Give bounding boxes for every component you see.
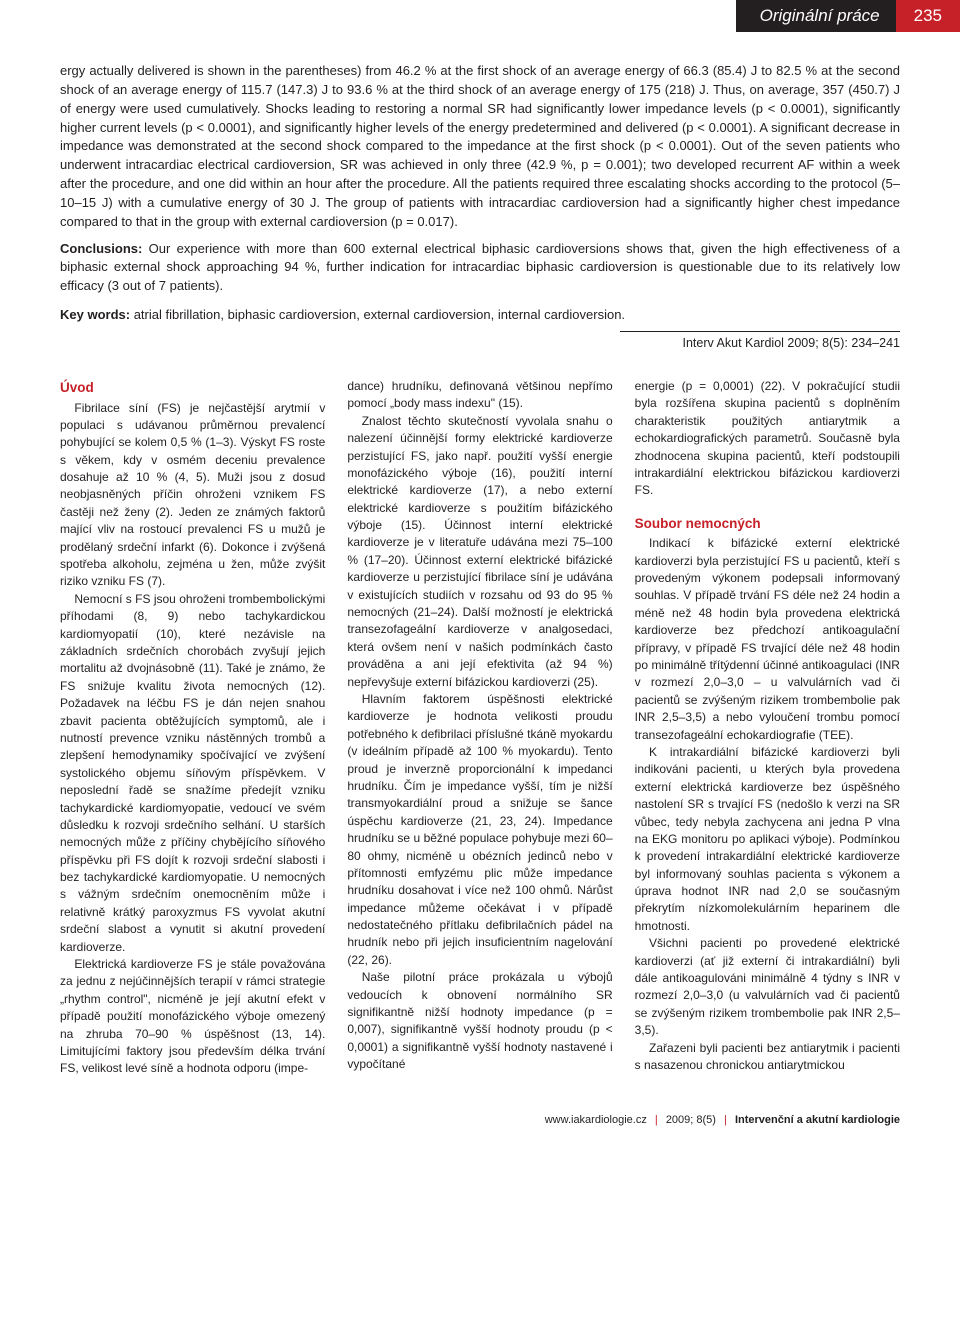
- conclusions-text: Our experience with more than 600 extern…: [60, 241, 900, 294]
- abstract-body: ergy actually delivered is shown in the …: [60, 62, 900, 232]
- footer-sep-1: |: [655, 1114, 658, 1126]
- col3-p5: Zařazeni byli pacienti bez antiarytmik i…: [635, 1040, 900, 1075]
- col3-p1: energie (p = 0,0001) (22). V pokračující…: [635, 378, 900, 500]
- abstract-conclusions: Conclusions: Our experience with more th…: [60, 240, 900, 297]
- citation: Interv Akut Kardiol 2009; 8(5): 234–241: [60, 336, 900, 350]
- page-header: Originální práce 235: [60, 0, 960, 32]
- conclusions-label: Conclusions:: [60, 241, 142, 256]
- col2-p1: dance) hrudníku, definovaná většinou nep…: [347, 378, 612, 413]
- page-number: 235: [896, 0, 960, 32]
- keywords-text: atrial fibrillation, biphasic cardiovers…: [130, 307, 625, 322]
- col1-p3: Elektrická kardioverze FS je stále považ…: [60, 956, 325, 1078]
- section-heading-subjects: Soubor nemocných: [635, 514, 900, 534]
- col3-p4: Všichni pacienti po provedené elektrické…: [635, 935, 900, 1039]
- body-columns: Úvod Fibrilace síní (FS) je nejčastější …: [60, 378, 900, 1078]
- footer-journal: Intervenční a akutní kardiologie: [735, 1114, 900, 1126]
- section-heading-intro: Úvod: [60, 378, 325, 398]
- keywords-line: Key words: atrial fibrillation, biphasic…: [60, 306, 900, 325]
- column-3: energie (p = 0,0001) (22). V pokračující…: [635, 378, 900, 1078]
- col1-p1: Fibrilace síní (FS) je nejčastější arytm…: [60, 400, 325, 591]
- col3-p3: K intrakardiální bifázické kardioverzi b…: [635, 744, 900, 935]
- col2-p3: Hlavním faktorem úspěšnosti elektrické k…: [347, 691, 612, 969]
- col1-p2: Nemocní s FS jsou ohroženi trombembolick…: [60, 591, 325, 956]
- citation-rule: [620, 331, 900, 332]
- keywords-label: Key words:: [60, 307, 130, 322]
- col2-p4: Naše pilotní práce prokázala u výbojů ve…: [347, 969, 612, 1073]
- section-label: Originální práce: [736, 0, 896, 32]
- column-2: dance) hrudníku, definovaná většinou nep…: [347, 378, 612, 1078]
- column-1: Úvod Fibrilace síní (FS) je nejčastější …: [60, 378, 325, 1078]
- footer-issue: 2009; 8(5): [666, 1114, 716, 1126]
- col2-p2: Znalost těchto skutečností vyvolala snah…: [347, 413, 612, 691]
- footer-url: www.iakardiologie.cz: [545, 1114, 647, 1126]
- col3-p2: Indikací k bifázické externí elektrické …: [635, 535, 900, 744]
- page-footer: www.iakardiologie.cz | 2009; 8(5) | Inte…: [60, 1114, 900, 1126]
- footer-sep-2: |: [724, 1114, 727, 1126]
